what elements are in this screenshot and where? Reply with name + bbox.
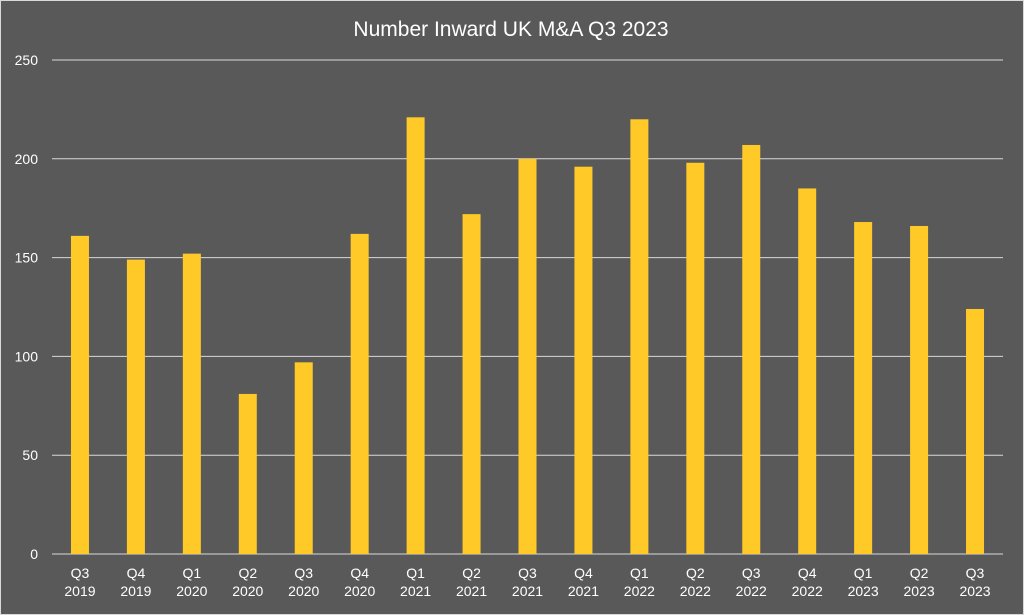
y-tick-label: 0 (30, 546, 38, 562)
y-axis-tick-labels: 0 50 100 150 200 250 (15, 52, 39, 562)
chart-title: Number Inward UK M&A Q3 2023 (353, 18, 668, 41)
x-category-label: Q1 2023 (848, 565, 879, 599)
y-tick-label: 250 (15, 52, 39, 68)
bar-q4-2019 (126, 259, 145, 554)
bar-q2-2022 (686, 162, 705, 554)
bar-q2-2020 (238, 393, 257, 554)
bar-q4-2021 (574, 166, 593, 555)
category-year: 2023 (959, 583, 990, 599)
x-category-label: Q4 2021 (568, 565, 599, 599)
bar-q1-2021 (406, 117, 425, 554)
x-category-label: Q2 2020 (232, 565, 263, 599)
category-quarter: Q3 (518, 565, 537, 581)
category-year: 2023 (904, 583, 935, 599)
category-quarter: Q1 (183, 565, 202, 581)
bar-q3-2019 (70, 235, 89, 554)
category-year: 2021 (456, 583, 487, 599)
x-category-label: Q2 2021 (456, 565, 487, 599)
y-tick-label: 200 (15, 151, 39, 167)
category-year: 2022 (680, 583, 711, 599)
x-category-label: Q2 2022 (680, 565, 711, 599)
x-category-label: Q1 2021 (400, 565, 431, 599)
bar-q1-2023 (854, 222, 873, 555)
category-quarter: Q4 (574, 565, 593, 581)
bar-q4-2022 (798, 188, 817, 554)
category-quarter: Q3 (742, 565, 761, 581)
category-quarter: Q2 (238, 565, 257, 581)
bar-q3-2020 (294, 362, 313, 554)
category-quarter: Q3 (294, 565, 313, 581)
bar-q2-2021 (462, 214, 481, 555)
category-year: 2020 (344, 583, 375, 599)
category-year: 2020 (288, 583, 319, 599)
x-category-label: Q3 2019 (64, 565, 95, 599)
category-year: 2023 (848, 583, 879, 599)
category-year: 2020 (176, 583, 207, 599)
category-quarter: Q4 (350, 565, 369, 581)
x-axis-category-labels: Q3 2019 Q4 2019 Q1 2020 Q2 2020 Q3 2020 Q4 2020 Q1 20… (64, 565, 990, 599)
y-tick-label: 50 (22, 447, 38, 463)
category-quarter: Q2 (462, 565, 481, 581)
category-year: 2020 (232, 583, 263, 599)
x-category-label: Q2 2023 (904, 565, 935, 599)
x-category-label: Q3 2023 (959, 565, 990, 599)
category-year: 2019 (64, 583, 95, 599)
bar-q3-2023 (966, 308, 985, 554)
category-quarter: Q4 (798, 565, 817, 581)
category-year: 2021 (400, 583, 431, 599)
x-category-label: Q3 2022 (736, 565, 767, 599)
bar-q4-2020 (350, 233, 369, 554)
bars (70, 117, 985, 555)
x-category-label: Q4 2022 (792, 565, 823, 599)
y-tick-label: 100 (15, 348, 39, 364)
x-category-label: Q4 2019 (120, 565, 151, 599)
category-quarter: Q1 (630, 565, 649, 581)
x-category-label: Q4 2020 (344, 565, 375, 599)
bar-q2-2023 (910, 225, 929, 554)
category-year: 2021 (568, 583, 599, 599)
category-quarter: Q4 (127, 565, 146, 581)
category-quarter: Q1 (854, 565, 873, 581)
bar-q1-2020 (182, 253, 201, 554)
category-year: 2022 (624, 583, 655, 599)
category-year: 2022 (792, 583, 823, 599)
category-quarter: Q2 (910, 565, 929, 581)
x-category-label: Q3 2021 (512, 565, 543, 599)
bar-q3-2021 (518, 158, 537, 555)
x-category-label: Q3 2020 (288, 565, 319, 599)
bar-q3-2022 (742, 144, 761, 554)
category-quarter: Q1 (406, 565, 425, 581)
x-category-label: Q1 2022 (624, 565, 655, 599)
category-year: 2021 (512, 583, 543, 599)
category-year: 2019 (120, 583, 151, 599)
category-year: 2022 (736, 583, 767, 599)
category-quarter: Q3 (966, 565, 985, 581)
bar-q1-2022 (630, 119, 649, 554)
category-quarter: Q2 (686, 565, 705, 581)
x-category-label: Q1 2020 (176, 565, 207, 599)
category-quarter: Q3 (71, 565, 90, 581)
y-tick-label: 150 (15, 250, 39, 266)
